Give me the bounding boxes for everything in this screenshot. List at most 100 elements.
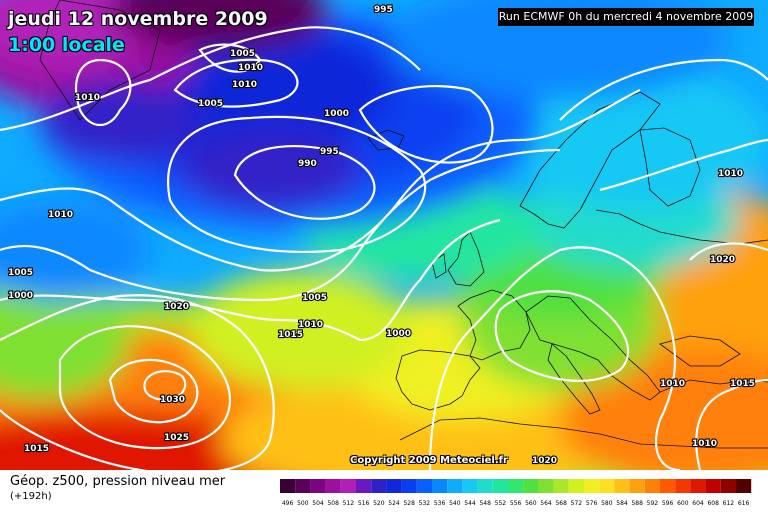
isobar-line [428, 246, 681, 470]
isobar-line [695, 378, 768, 470]
color-scale-swatch [584, 479, 600, 493]
color-scale-swatch [720, 479, 736, 493]
color-scale-tick-label: 544 [464, 500, 476, 507]
color-scale-tick-label: 564 [540, 500, 552, 507]
isobar-label: 1005 [302, 293, 327, 303]
color-scale-tick-label: 560 [525, 500, 537, 507]
color-scale-swatch [386, 479, 402, 493]
legend-forecast-lead: (+192h) [10, 491, 52, 502]
isobar-label: 1010 [75, 93, 100, 103]
isobar-line [143, 370, 187, 402]
isobar-line [58, 325, 232, 450]
color-scale-swatch [629, 479, 645, 493]
isobar-line [75, 58, 132, 126]
color-scale-swatch [568, 479, 584, 493]
isobar-line [108, 358, 199, 424]
color-scale-swatch [508, 479, 524, 493]
color-scale-tick-label: 604 [692, 500, 704, 507]
color-scale-swatch [644, 479, 660, 493]
color-scale-swatch [538, 479, 554, 493]
color-scale-swatch [310, 479, 326, 493]
isobar-label: 995 [320, 147, 339, 157]
color-scale: 496 500 504 508 512 516 520 524 528 532 536 540 544 5… [280, 479, 752, 507]
color-scale-tick-label: 496 [282, 500, 294, 507]
isobar-label: 1015 [24, 444, 49, 454]
color-scale-swatch [660, 479, 676, 493]
color-scale-swatch [553, 479, 569, 493]
coastline-iberia [395, 349, 481, 411]
isobar-layer [0, 26, 768, 470]
color-scale-tick-label: 588 [631, 500, 643, 507]
coastline-central-europe [525, 295, 661, 401]
color-scale-swatch [462, 479, 478, 493]
color-scale-tick-label: 572 [571, 500, 583, 507]
color-scale-tick-label: 580 [601, 500, 613, 507]
isobar-label: 1015 [278, 330, 303, 340]
color-scale-swatch [325, 479, 341, 493]
color-scale-swatch [675, 479, 691, 493]
color-scale-swatch [295, 479, 311, 493]
color-scale-tick-label: 508 [327, 500, 339, 507]
coastline-finland [639, 127, 701, 207]
coastline-france [457, 289, 531, 361]
isobar-label: 1010 [238, 63, 263, 73]
isobar-labels: 995 1005 1010 1010 1010 1005 1000 995 99… [7, 4, 756, 467]
color-scale-tick-label: 596 [662, 500, 674, 507]
coastline-layer [39, 0, 768, 449]
color-scale-swatch [705, 479, 721, 493]
isobar-label: 1010 [660, 379, 685, 389]
color-scale-tick-label: 584 [616, 500, 628, 507]
color-scale-tick-label: 608 [707, 500, 719, 507]
isobar-label: 1005 [230, 49, 255, 59]
isobar-line [233, 145, 376, 220]
isobar-label: 990 [298, 159, 317, 169]
forecast-date: jeudi 12 novembre 2009 [8, 8, 268, 30]
color-scale-swatch [523, 479, 539, 493]
color-scale-swatch [280, 479, 296, 493]
isobar-line [0, 89, 641, 272]
run-info-badge: Run ECMWF 0h du mercredi 4 novembre 2009 [498, 8, 754, 26]
color-scale-tick-label: 568 [555, 500, 567, 507]
coastline-italy [547, 343, 601, 415]
color-scale-swatch [371, 479, 387, 493]
legend-title: Géop. z500, pression niveau mer [10, 474, 226, 489]
color-scale-tick-label: 528 [403, 500, 415, 507]
isobar-label: 995 [374, 5, 393, 15]
isobar-label: 1010 [232, 80, 257, 90]
isobar-line [167, 115, 427, 253]
color-scale-swatch [447, 479, 463, 493]
isobar-line [0, 294, 275, 470]
coastline-iceland [367, 129, 405, 151]
isobar-label: 1005 [8, 268, 33, 278]
isobar-label: 1010 [718, 169, 743, 179]
isobar-label: 1020 [164, 302, 189, 312]
color-scale-tick-label: 552 [495, 500, 507, 507]
isobar-line [358, 84, 494, 164]
isobar-label: 1000 [324, 109, 349, 119]
color-scale-tick-label: 556 [510, 500, 522, 507]
isobar-line [0, 148, 561, 302]
isobar-label: 1025 [164, 433, 189, 443]
isobar-label: 1000 [386, 329, 411, 339]
isobar-line [599, 138, 768, 192]
coastline-africa [399, 417, 768, 449]
coastline-ireland [431, 253, 447, 279]
color-scale-tick-label: 616 [738, 500, 750, 507]
color-scale-tick-label: 612 [723, 500, 735, 507]
isobar-line [198, 43, 262, 73]
color-scale-swatch [736, 479, 752, 493]
color-scale-swatch [432, 479, 448, 493]
forecast-local-time: 1:00 locale [8, 34, 125, 56]
coastline-blacksea [659, 335, 741, 367]
color-scale-tick-label: 520 [373, 500, 385, 507]
color-scale-swatch [690, 479, 706, 493]
color-scale-swatch [401, 479, 417, 493]
color-scale-swatch [416, 479, 432, 493]
copyright-notice: Copyright 2009 Meteociel.fr [350, 455, 508, 466]
isobar-label: 1020 [710, 255, 735, 265]
color-scale-swatch [477, 479, 493, 493]
color-scale-tick-label: 516 [358, 500, 370, 507]
coastline-britain [447, 231, 485, 287]
isobar-line [494, 290, 630, 382]
